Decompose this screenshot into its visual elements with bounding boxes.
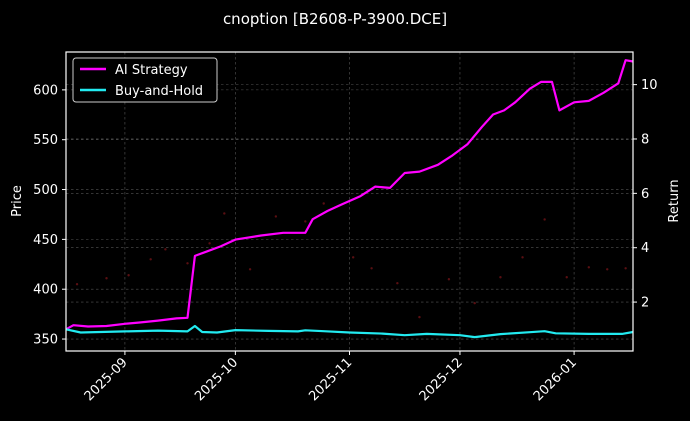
y-axis-right-label: Return xyxy=(667,179,682,222)
price-point xyxy=(606,268,609,271)
price-point xyxy=(587,266,591,269)
y-tick-label-left: 550 xyxy=(33,133,58,148)
y-axis-left: 350 400 450 500 550 600 xyxy=(33,83,66,348)
y-tick-label-right: 10 xyxy=(641,78,658,93)
chart-title: cnoption [B2608-P-3900.DCE] xyxy=(223,10,447,28)
series-line-ai-strategy xyxy=(65,59,634,331)
y-tick-label-right: 8 xyxy=(641,132,649,147)
y-tick-label-left: 400 xyxy=(33,283,58,298)
legend: AI Strategy Buy-and-Hold xyxy=(72,57,218,103)
series-line-buy-and-hold xyxy=(65,324,634,339)
y-tick-label-left: 500 xyxy=(33,183,58,198)
price-point xyxy=(624,267,627,270)
price-point xyxy=(127,274,130,277)
y-tick-label-right: 2 xyxy=(641,296,649,311)
y-tick-label-left: 600 xyxy=(33,83,58,98)
legend-label-buy-and-hold: Buy-and-Hold xyxy=(115,84,203,99)
price-point xyxy=(543,218,546,221)
price-point xyxy=(186,262,189,265)
price-point xyxy=(149,258,152,261)
price-point xyxy=(370,267,373,270)
price-point xyxy=(418,315,421,319)
legend-box xyxy=(72,57,218,103)
price-point xyxy=(223,212,226,215)
price-point xyxy=(274,215,278,218)
series-lines xyxy=(65,59,634,339)
price-point xyxy=(304,220,307,223)
price-point xyxy=(473,301,476,305)
price-point xyxy=(396,282,399,285)
price-scatter xyxy=(75,202,627,319)
price-point xyxy=(521,256,524,259)
price-point xyxy=(164,248,167,251)
y-axis-left-label: Price xyxy=(10,185,25,217)
price-point xyxy=(105,277,108,280)
y-axis-right: 2 4 6 8 10 xyxy=(633,78,658,311)
price-point xyxy=(351,256,355,259)
legend-label-ai-strategy: AI Strategy xyxy=(115,63,188,78)
price-point xyxy=(75,283,79,286)
price-point xyxy=(208,242,211,245)
price-point xyxy=(565,276,568,279)
y-tick-label-right: 6 xyxy=(641,187,649,202)
price-point xyxy=(499,276,502,279)
y-tick-label-left: 350 xyxy=(33,333,58,348)
price-point xyxy=(447,278,451,281)
price-point xyxy=(322,202,325,205)
y-tick-label-right: 4 xyxy=(641,241,649,256)
price-point xyxy=(248,268,252,271)
y-tick-label-left: 450 xyxy=(33,233,58,248)
